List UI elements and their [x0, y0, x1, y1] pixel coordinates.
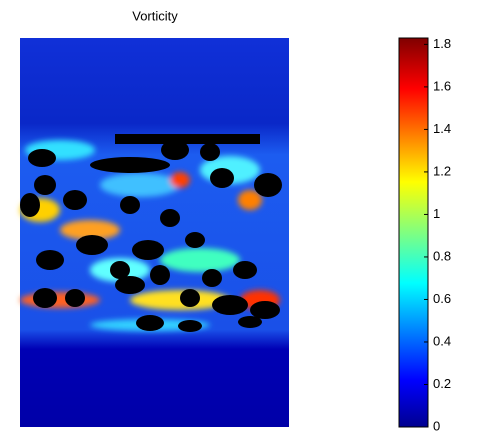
chart-title: Vorticity — [132, 8, 178, 23]
colorbar-tick-label: 0.4 — [433, 333, 451, 348]
colorbar-tick-label: 1 — [433, 206, 440, 221]
colorbar — [398, 37, 429, 428]
colorbar-tick-label: 1.8 — [433, 36, 451, 51]
colorbar-tick-label: 1.2 — [433, 163, 451, 178]
colorbar-tick-label: 0.8 — [433, 248, 451, 263]
colorbar-tick-label: 0 — [433, 418, 440, 433]
particles — [20, 134, 282, 332]
colorbar-tick-label: 1.4 — [433, 121, 451, 136]
heatmap-image — [20, 38, 289, 427]
colorbar-ticks: 0 0.2 0.4 0.6 0.8 1 1.2 1.4 1.6 1.8 — [424, 36, 451, 433]
colorbar-tick-label: 0.6 — [433, 291, 451, 306]
colorbar-tick-label: 1.6 — [433, 78, 451, 93]
field-background — [20, 38, 289, 427]
colorbar-tick-label: 0.2 — [433, 376, 451, 391]
